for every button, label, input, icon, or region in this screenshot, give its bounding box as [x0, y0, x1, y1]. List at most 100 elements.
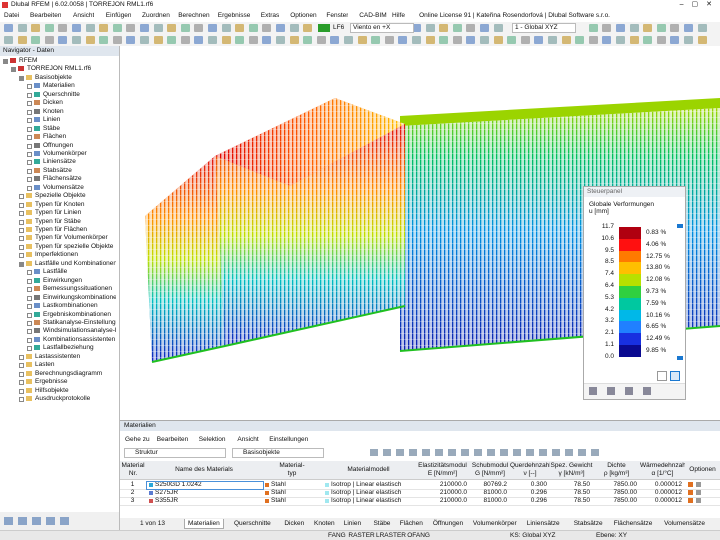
tree-toggle[interactable]	[27, 278, 32, 284]
tree-item[interactable]: Dicken	[43, 99, 63, 107]
tree-item[interactable]: Ergebnisse	[35, 378, 68, 386]
tool-button[interactable]	[480, 36, 489, 44]
sheet-tab[interactable]: Stäbe	[373, 520, 391, 527]
tree-item[interactable]: Öffnungen	[43, 141, 74, 149]
sheet-tab[interactable]: Stabsätze	[573, 520, 603, 527]
tool-button[interactable]	[588, 36, 598, 44]
table-cell[interactable]: 3	[130, 497, 135, 504]
tool-button[interactable]	[44, 24, 54, 32]
tree-item[interactable]: Imperfektionen	[35, 251, 78, 259]
menu-item[interactable]: CAD-BIM	[359, 12, 387, 19]
tool-button[interactable]	[58, 24, 68, 32]
tree-item[interactable]: Kombinationsassistenten	[43, 335, 116, 343]
tool-button[interactable]	[520, 36, 530, 44]
tool-button[interactable]	[602, 36, 612, 44]
tree-item[interactable]: Ausdruckprotokolle	[35, 395, 91, 402]
tool-button[interactable]	[466, 36, 476, 44]
tree-toggle[interactable]	[19, 371, 24, 377]
window-controls[interactable]: –▢✕	[679, 1, 720, 8]
tree-toggle[interactable]	[27, 143, 32, 149]
tree-toggle[interactable]	[19, 388, 24, 394]
table-tool[interactable]	[461, 449, 469, 456]
tool-button[interactable]	[140, 36, 149, 44]
tool-button[interactable]	[248, 24, 258, 32]
table-tool[interactable]	[487, 449, 495, 456]
table-cell[interactable]: Stahl	[271, 481, 286, 488]
tool-button[interactable]	[534, 36, 544, 44]
table-tool[interactable]	[539, 449, 547, 456]
tree-toggle[interactable]	[19, 219, 24, 225]
tree-toggle[interactable]	[19, 194, 24, 200]
tool-button[interactable]	[643, 24, 653, 32]
tree-item[interactable]: Basisobjekte	[35, 73, 72, 81]
table-cell[interactable]: Isotrop | Linear elastisch	[331, 481, 402, 488]
tree-toggle[interactable]	[27, 135, 32, 141]
table-cell[interactable]: Isotrop | Linear elastisch	[331, 489, 402, 496]
tree-toggle[interactable]	[19, 244, 24, 250]
tool-button[interactable]	[112, 36, 122, 44]
tool-button[interactable]	[561, 36, 571, 44]
tool-button[interactable]	[235, 36, 245, 44]
table-tool[interactable]	[591, 449, 599, 456]
structure-dropdown[interactable]: Struktur	[124, 448, 226, 458]
tool-button[interactable]	[126, 24, 136, 32]
navigator-tab[interactable]	[18, 517, 27, 525]
tree-item[interactable]: Typen für Knoten	[35, 200, 85, 208]
tree-item[interactable]: Linien	[43, 116, 61, 124]
tool-button[interactable]	[99, 36, 109, 44]
tool-button[interactable]	[167, 24, 177, 32]
tree-toggle[interactable]	[27, 101, 32, 107]
tree-item[interactable]: Einwirkungen	[43, 276, 83, 284]
sheet-tab[interactable]: Dicken	[284, 520, 305, 527]
filter-dropdown[interactable]: Basisobjekte	[232, 448, 324, 458]
table-tool[interactable]	[500, 449, 508, 456]
tree-toggle[interactable]	[27, 177, 32, 183]
tool-button[interactable]	[72, 24, 81, 32]
table-cell[interactable]: 7850.00	[613, 481, 638, 488]
menu-item[interactable]: Ansicht	[73, 12, 95, 19]
model-view[interactable]	[120, 46, 720, 420]
tree-toggle[interactable]	[27, 295, 32, 301]
tree-item[interactable]: Lasten	[35, 361, 55, 369]
tree-item[interactable]: Knoten	[43, 107, 64, 115]
tool-button[interactable]	[153, 36, 163, 44]
tree-item[interactable]: Stäbe	[43, 124, 60, 132]
tree-toggle[interactable]	[27, 287, 32, 293]
tree-item[interactable]: Stabsätze	[43, 166, 72, 174]
tool-button[interactable]	[276, 24, 285, 32]
tree-item[interactable]: Querschnitte	[43, 90, 80, 98]
tool-button[interactable]	[480, 24, 489, 32]
tool-button[interactable]	[616, 24, 625, 32]
tool-button[interactable]	[629, 36, 639, 44]
tool-button[interactable]	[548, 36, 557, 44]
tree-toggle[interactable]	[19, 253, 24, 259]
tool-button[interactable]	[656, 36, 666, 44]
tree-toggle[interactable]	[27, 84, 32, 90]
sheet-tab[interactable]: Volumenkörper	[472, 520, 517, 527]
tool-button[interactable]	[289, 24, 299, 32]
table-cell[interactable]: 1	[130, 481, 135, 488]
tool-button[interactable]	[303, 36, 313, 44]
tool-button[interactable]	[248, 36, 258, 44]
menu-item[interactable]: Hilfe	[392, 12, 406, 19]
tool-button[interactable]	[466, 24, 476, 32]
table-tool[interactable]	[474, 449, 482, 456]
tool-button[interactable]	[180, 24, 190, 32]
tree-item[interactable]: Bemessungssituationen	[43, 285, 113, 293]
table-cell[interactable]: 78.50	[573, 481, 590, 488]
pager[interactable]: 1 von 13	[140, 520, 165, 527]
tree-item[interactable]: Lastassistenten	[35, 352, 81, 360]
table-tool[interactable]	[513, 449, 521, 456]
load-case[interactable]: LF6	[333, 24, 345, 31]
tool-button[interactable]	[17, 24, 27, 32]
tree-toggle[interactable]	[19, 380, 24, 386]
tool-button[interactable]	[208, 24, 217, 32]
table-tool[interactable]	[552, 449, 560, 456]
tree-toggle[interactable]	[27, 109, 32, 115]
tool-button[interactable]	[85, 24, 95, 32]
tree-item[interactable]: Statikanalyse-Einstellungen	[43, 318, 116, 326]
panel-tab[interactable]	[589, 387, 597, 395]
tree-toggle[interactable]	[27, 185, 32, 191]
table-cell[interactable]: 0.296	[530, 489, 547, 496]
table-cell[interactable]: 80769.2	[483, 481, 508, 488]
